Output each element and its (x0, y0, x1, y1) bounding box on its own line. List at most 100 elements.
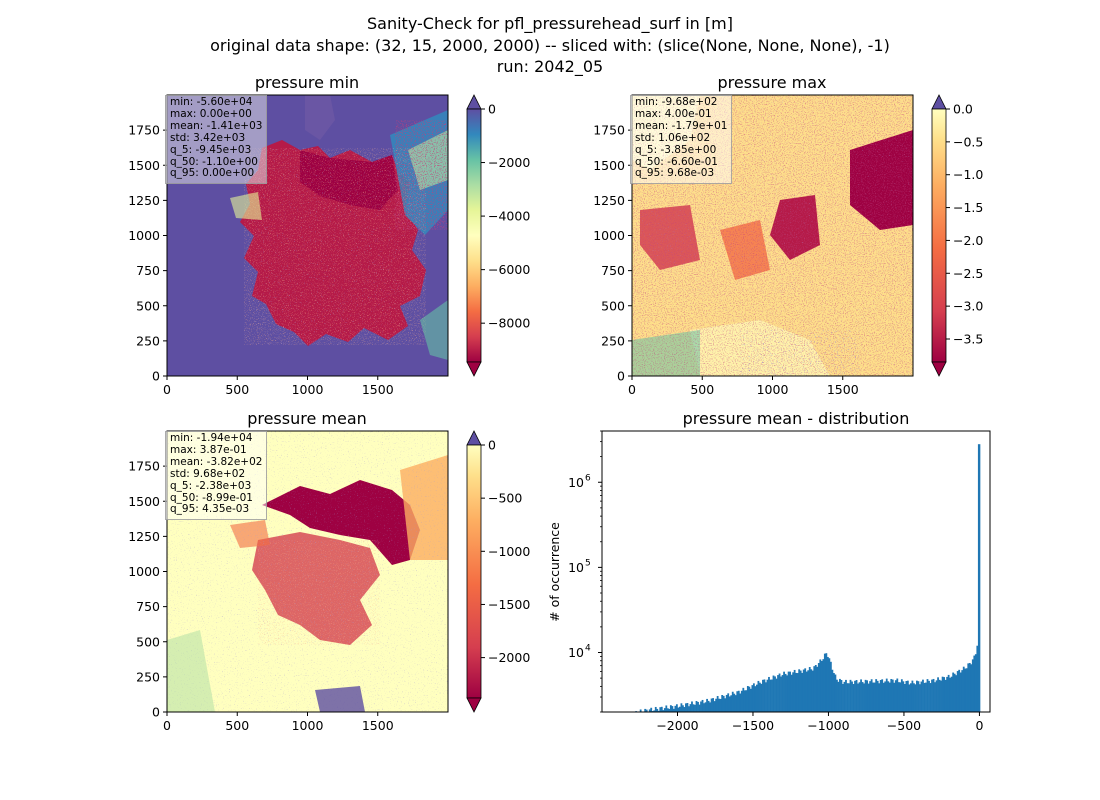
histogram-bar (955, 675, 958, 712)
y-tick-label: 750 (601, 263, 625, 278)
histogram-bar (840, 680, 843, 712)
histogram-bar (860, 679, 862, 712)
histogram-bar (851, 681, 853, 712)
histogram-bar (952, 672, 955, 712)
histogram-bar (934, 682, 936, 712)
histogram-bar (857, 683, 859, 712)
x-tick-label: 1500 (362, 382, 394, 397)
histogram-bar (878, 683, 881, 712)
histogram-bar (762, 679, 764, 712)
histogram-bar (828, 658, 831, 712)
histogram-bar (922, 679, 924, 712)
y-tick-label: 250 (601, 333, 625, 348)
x-tick-label: 0 (975, 718, 983, 733)
histogram-bar (733, 693, 736, 712)
histogram-bar (752, 683, 755, 712)
colorbar-gradient (466, 444, 482, 699)
histogram-bar (817, 663, 820, 712)
histogram-bar (848, 683, 850, 712)
colorbar-top-extension (466, 430, 482, 446)
histogram-bar (864, 679, 867, 712)
histogram-bar (668, 708, 671, 712)
colorbar-tick-label: −500 (488, 491, 522, 506)
histogram-bar (959, 672, 962, 712)
stat-line: max: 0.00e+00 (170, 107, 252, 120)
colorbar-tick-label: −1.5 (953, 200, 983, 215)
histogram-bar (713, 701, 716, 712)
histogram-bar (870, 679, 873, 712)
histogram-bar (740, 690, 743, 712)
histogram-bar (695, 701, 698, 712)
histogram-bar (813, 666, 816, 712)
histogram-bar (659, 707, 662, 712)
stat-line: q_5: -9.45e+03 (170, 143, 252, 156)
histogram-bar (873, 682, 876, 712)
x-tick-label: 1000 (292, 718, 324, 733)
histogram-bar (825, 653, 828, 712)
stat-line: q_95: 0.00e+00 (170, 167, 255, 180)
histogram-bar (805, 671, 808, 712)
y-tick-label: 1750 (128, 123, 160, 138)
x-tick-label: 1000 (757, 382, 789, 397)
histogram-bar (940, 680, 942, 712)
histogram-bar (662, 710, 665, 712)
histogram-bars (629, 444, 981, 712)
histogram-bar (766, 679, 769, 712)
y-tick-label: 0 (152, 705, 160, 720)
colorbar-tick-label: −3.5 (953, 332, 983, 347)
x-tick-label: 500 (225, 718, 249, 733)
histogram-bar (700, 701, 702, 712)
histogram-bar (968, 662, 971, 712)
histogram-bar (937, 677, 939, 712)
colorbar-tick-label: −2.5 (953, 266, 983, 281)
histogram-bar (834, 674, 837, 712)
histogram-bar (911, 680, 914, 712)
histogram-bar (682, 705, 684, 712)
histogram-bar (938, 679, 941, 712)
histogram-bar (893, 682, 896, 712)
histogram-bar (879, 680, 882, 712)
histogram-bar (650, 707, 653, 712)
histogram-bar (778, 673, 781, 712)
histogram-bar (831, 669, 834, 712)
colorbar-tick-label: −6000 (488, 262, 530, 277)
colorbar: 0 −500 −1000 −1500 −2000 (466, 430, 530, 713)
histogram-bar (920, 681, 923, 712)
colorbar-tick-label: 0.0 (953, 102, 973, 117)
stat-line: q_50: -6.60e-01 (635, 155, 718, 168)
histogram-bar (909, 683, 912, 712)
x-tick-label: −500 (887, 718, 921, 733)
histogram-bar (867, 683, 870, 712)
stat-line: q_95: 4.35e-03 (170, 503, 250, 516)
histogram-bar (855, 680, 858, 712)
y-tick-label: 500 (601, 298, 625, 313)
x-tick-label: 500 (690, 382, 714, 397)
colorbar-tick-label: 0 (488, 438, 496, 453)
x-tick-label: 0 (628, 382, 636, 397)
histogram-bar (953, 673, 956, 712)
histogram-bar (869, 681, 872, 712)
colorbar-bottom-extension (466, 697, 482, 713)
histogram-bar (917, 681, 920, 712)
stat-line: q_50: -8.99e-01 (170, 491, 253, 504)
histogram-bar (771, 679, 773, 712)
histogram-bar (799, 670, 802, 712)
histogram-bar (689, 704, 692, 712)
histogram-bar (894, 680, 897, 712)
histogram-bar (965, 668, 968, 712)
histogram-bar (829, 661, 832, 712)
y-tick-exponent: 5 (585, 558, 591, 568)
histogram-bar (866, 680, 869, 712)
y-axis: 0 250 500 750 1000 1250 1500 1750 (128, 123, 167, 384)
y-tick-label: 250 (136, 333, 160, 348)
panel-title: pressure mean - distribution (683, 409, 910, 428)
histogram-bar (730, 695, 733, 712)
histogram-bar (876, 680, 879, 712)
histogram-bar (685, 703, 687, 712)
histogram-bar (656, 708, 659, 712)
stat-line: min: -9.68e+02 (635, 96, 718, 108)
histogram-bar (967, 663, 970, 712)
histogram-bar (760, 683, 763, 712)
colorbar-tick-label: −8000 (488, 316, 530, 331)
stat-line: mean: -3.82e+02 (170, 455, 263, 468)
